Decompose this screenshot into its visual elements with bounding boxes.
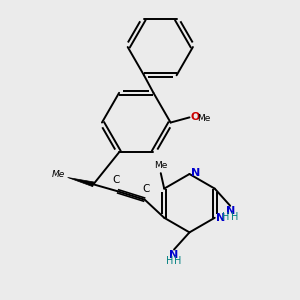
Text: N: N [226,206,235,217]
Text: Me: Me [197,114,210,123]
Text: N: N [169,250,179,260]
Text: N: N [191,168,200,178]
Text: H: H [175,256,182,266]
Text: H: H [231,212,238,222]
Text: C: C [112,175,119,185]
Text: H: H [166,256,174,266]
Text: Me: Me [154,161,167,170]
Text: C: C [142,184,150,194]
Text: N: N [217,214,226,224]
Text: O: O [190,112,200,122]
Text: H: H [222,212,230,222]
Text: Me: Me [52,170,65,179]
Polygon shape [68,178,94,187]
